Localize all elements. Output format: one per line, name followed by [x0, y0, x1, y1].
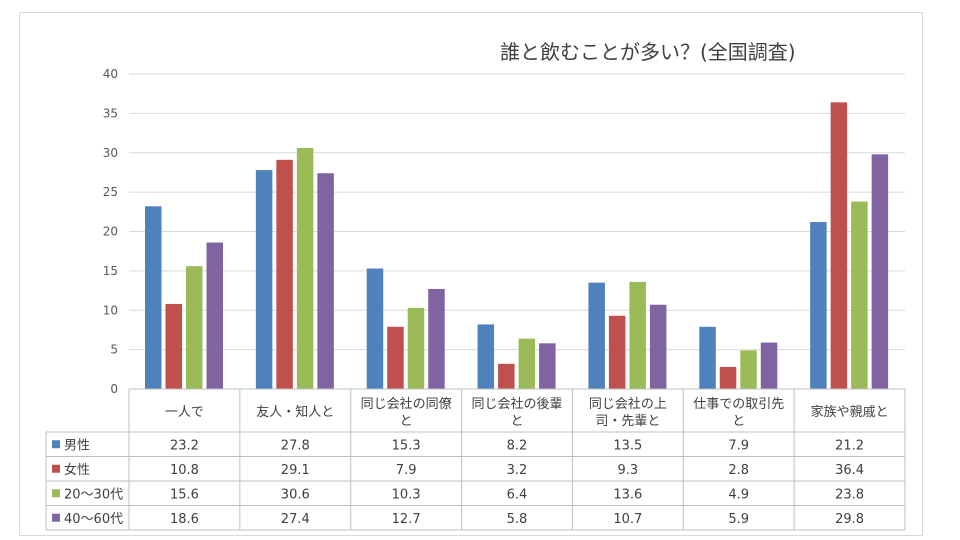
- legend-label: 女性: [64, 462, 90, 478]
- bar: [810, 222, 827, 389]
- data-label: 29.8: [835, 512, 864, 527]
- data-label: 10.3: [392, 487, 421, 502]
- y-tick-label: 25: [103, 185, 118, 199]
- data-label: 23.8: [835, 487, 864, 502]
- bar: [760, 342, 778, 389]
- data-label: 30.6: [281, 487, 310, 502]
- bar: [186, 266, 203, 389]
- bar: [539, 343, 556, 389]
- bar: [145, 206, 162, 389]
- bar: [518, 338, 536, 389]
- chart-frame: [19, 12, 923, 536]
- data-label: 15.6: [170, 487, 199, 502]
- category-label: 仕事での取引先: [693, 397, 784, 412]
- y-tick-label: 40: [103, 67, 118, 81]
- bar: [608, 315, 626, 389]
- bar: [407, 307, 425, 389]
- bar: [498, 363, 515, 389]
- data-label: 10.7: [613, 512, 642, 527]
- legend-swatch: [52, 440, 60, 449]
- data-label: 10.8: [170, 463, 199, 478]
- legend-label: 40〜60代: [64, 512, 123, 527]
- bar: [296, 148, 314, 389]
- category-label: 友人・知人と: [256, 404, 334, 420]
- data-label: 13.5: [613, 438, 642, 453]
- data-label: 6.4: [507, 487, 528, 502]
- data-label: 21.2: [835, 438, 864, 453]
- y-tick-label: 20: [103, 225, 118, 239]
- data-label: 15.3: [392, 438, 421, 453]
- y-tick-label: 30: [103, 146, 118, 160]
- data-label: 4.9: [728, 487, 749, 502]
- bar: [740, 350, 757, 389]
- data-label: 5.9: [728, 512, 749, 527]
- data-label: 36.4: [835, 463, 864, 478]
- bar: [830, 102, 848, 389]
- bar: [649, 304, 667, 389]
- bar: [165, 303, 182, 389]
- data-label: 9.3: [618, 463, 639, 478]
- data-label: 27.8: [281, 438, 310, 453]
- bar: [699, 326, 716, 389]
- data-label: 3.2: [507, 463, 528, 478]
- category-label: 同じ会社の上: [589, 396, 667, 412]
- bar: [851, 201, 868, 389]
- data-label: 7.9: [728, 438, 749, 453]
- chart-title: 誰と飲むことが多い？(全国調査): [500, 40, 796, 64]
- category-label: 司・先輩と: [595, 414, 660, 429]
- data-label: 27.4: [281, 512, 310, 527]
- bar: [387, 326, 404, 389]
- data-label: 12.7: [392, 512, 421, 527]
- legend-swatch: [52, 464, 60, 473]
- bar: [428, 288, 445, 389]
- category-label: 同じ会社の後輩: [471, 396, 562, 412]
- category-label: と: [732, 414, 745, 429]
- legend-swatch: [52, 513, 60, 522]
- category-label: と: [510, 414, 523, 429]
- bar: [276, 159, 293, 389]
- data-label: 2.8: [728, 463, 749, 478]
- bar: [255, 170, 273, 389]
- legend-swatch: [52, 489, 60, 498]
- category-label: と: [400, 414, 413, 429]
- category-label: 同じ会社の同僚: [361, 396, 452, 412]
- data-label: 5.8: [507, 512, 528, 527]
- y-tick-label: 15: [103, 264, 118, 278]
- bar: [366, 268, 384, 389]
- y-tick-label: 5: [110, 343, 118, 357]
- data-label: 13.6: [613, 487, 642, 502]
- y-tick-label: 35: [103, 106, 118, 120]
- bar: [629, 281, 646, 389]
- category-label: 一人で: [165, 405, 204, 420]
- bar: [719, 366, 737, 389]
- data-label: 29.1: [281, 463, 310, 478]
- bar: [206, 242, 223, 389]
- y-tick-label: 10: [103, 303, 118, 317]
- data-label: 18.6: [170, 512, 199, 527]
- bar: [588, 282, 605, 389]
- data-label: 8.2: [507, 438, 528, 453]
- data-label: 23.2: [170, 438, 199, 453]
- data-label: 7.9: [396, 463, 417, 478]
- bar: [477, 324, 495, 389]
- legend-label: 男性: [64, 438, 90, 453]
- legend-label: 20〜30代: [64, 487, 123, 502]
- bar: [317, 173, 334, 389]
- bar: [871, 154, 889, 389]
- category-label: 家族や親戚と: [811, 404, 889, 420]
- y-tick-label: 0: [110, 382, 118, 396]
